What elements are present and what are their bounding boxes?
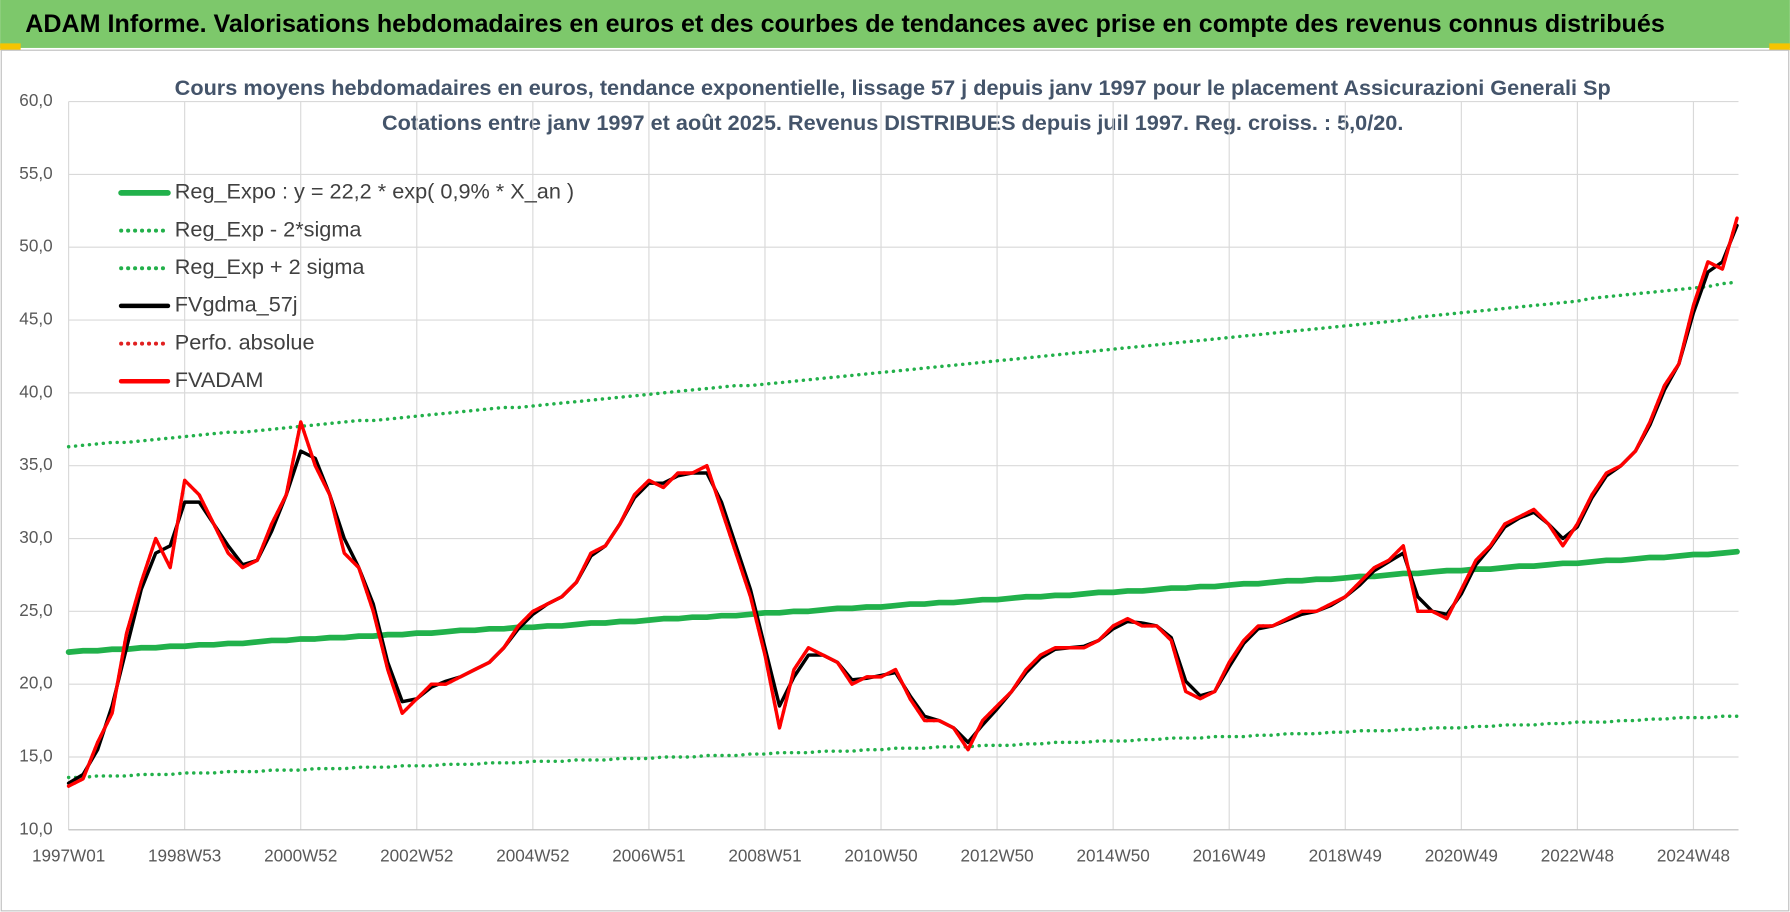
x-tick-label: 2018W49 [1309,847,1382,866]
legend-label: Reg_Exp - 2*sigma [175,216,363,241]
header-band [0,0,1790,48]
y-tick-label: 30,0 [19,528,52,547]
legend-label: FVgdma_57j [175,292,298,317]
legend-label: Reg_Expo : y = 22,2 * exp( 0,9% * X_an ) [175,179,574,204]
x-tick-label: 2008W51 [728,847,801,866]
series-line [66,714,1739,780]
y-tick-label: 50,0 [19,237,52,256]
y-tick-label: 35,0 [19,455,52,474]
x-tick-label: 2022W48 [1541,847,1614,866]
x-tick-label: 2012W50 [960,847,1033,866]
y-tick-label: 45,0 [19,310,52,329]
legend-label: FVADAM [175,367,264,392]
y-tick-label: 40,0 [19,382,52,401]
x-tick-label: 2002W52 [380,847,453,866]
chart-frame [0,49,1790,912]
legend-label: Perfo. absolue [175,329,315,354]
y-tick-label: 25,0 [19,601,52,620]
x-tick-label: 2020W49 [1425,847,1498,866]
x-tick-label: 2010W50 [844,847,917,866]
corner-mark [0,43,21,51]
chart-title: Cours moyens hebdomadaires en euros, ten… [175,75,1611,100]
y-tick-label: 55,0 [19,164,52,183]
legend-label: Reg_Exp + 2 sigma [175,254,366,279]
y-tick-label: 20,0 [19,674,52,693]
x-tick-label: 2024W48 [1657,847,1730,866]
header-title: ADAM Informe. Valorisations hebdomadaire… [25,10,1665,38]
x-tick-label: 2016W49 [1193,847,1266,866]
y-tick-label: 60,0 [19,91,52,110]
corner-mark [1769,43,1790,51]
x-tick-label: 2000W52 [264,847,337,866]
x-tick-label: 1998W53 [148,847,221,866]
series-line [66,280,1739,449]
y-tick-label: 15,0 [19,747,52,766]
series-line [65,548,1740,655]
x-tick-label: 1997W01 [32,847,105,866]
chart-subtitle: Cotations entre janv 1997 et août 2025. … [382,110,1403,135]
x-tick-label: 2006W51 [612,847,685,866]
series-line [66,216,1739,788]
y-tick-label: 10,0 [19,819,52,838]
x-tick-label: 2004W52 [496,847,569,866]
x-tick-label: 2014W50 [1077,847,1150,866]
